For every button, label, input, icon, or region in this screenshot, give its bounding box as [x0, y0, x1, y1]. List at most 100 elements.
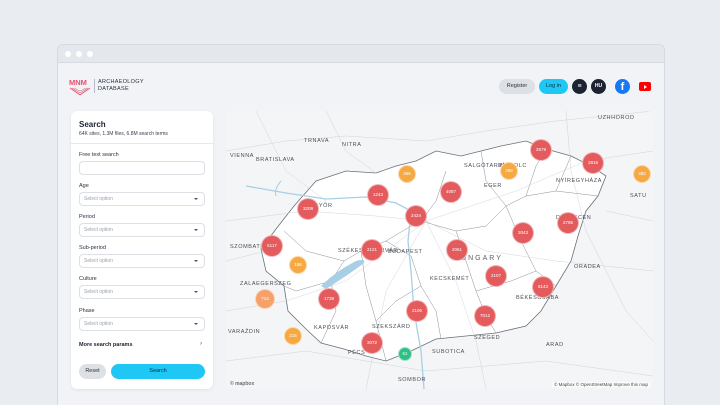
culture-placeholder: Select option	[84, 289, 113, 295]
chevron-down-icon	[194, 291, 198, 293]
language-button[interactable]: HU	[591, 79, 606, 94]
map-place-label: SOMBOR	[398, 377, 427, 383]
map-place-label: SALGÓTARJÁN	[464, 163, 511, 169]
map-place-label: BRATISLAVA	[256, 157, 295, 163]
map-cluster-marker[interactable]: 4087	[440, 181, 462, 203]
map-cluster-marker[interactable]: 714	[255, 289, 275, 309]
map-place-label: SUBOTICA	[432, 349, 465, 355]
map-place-label: VARAŽDIN	[228, 329, 261, 335]
map-cluster-marker[interactable]: 2816	[582, 152, 604, 174]
sub-period-placeholder: Select option	[84, 258, 113, 264]
map-cluster-marker[interactable]: 2107	[485, 265, 507, 287]
map-place-label: BÉKÉSCSABA	[516, 295, 559, 301]
facebook-icon[interactable]: f	[615, 79, 630, 94]
search-title: Search	[79, 120, 106, 129]
sub-period-label: Sub-period	[79, 245, 106, 251]
logo-letters: MNM	[69, 78, 87, 87]
map-place-label: GYŐR	[314, 203, 333, 209]
map-view[interactable]: UZHHOROD VIENNA BRATISLAVA TRNAVA NITRA SALGÓ…	[226, 111, 653, 389]
period-label: Period	[79, 214, 95, 220]
map-cluster-marker[interactable]: 2106	[406, 300, 428, 322]
logo-divider	[94, 79, 95, 93]
map-cluster-marker[interactable]: 5117	[261, 235, 283, 257]
map-cluster-marker[interactable]: 2795	[557, 212, 579, 234]
period-placeholder: Select option	[84, 227, 113, 233]
map-place-label: SZEGED	[474, 335, 501, 341]
age-label: Age	[79, 183, 89, 189]
map-cluster-marker[interactable]: 382	[633, 165, 651, 183]
menu-icon[interactable]: ≡	[572, 79, 587, 94]
logo-line-1: ARCHAEOLOGY	[98, 79, 144, 85]
map-place-label: SZEKSZÁRD	[372, 324, 411, 330]
map-place-label: VIENNA	[230, 153, 255, 159]
age-placeholder: Select option	[84, 196, 113, 202]
map-cluster-marker[interactable]: 216	[284, 327, 302, 345]
culture-select[interactable]: Select option	[79, 285, 205, 299]
map-cluster-marker[interactable]: 2043	[512, 222, 534, 244]
map-place-label: BUDAPEST	[388, 249, 423, 255]
site-header: MNM ARCHAEOLOGY DATABASE Register Log in…	[58, 64, 664, 110]
search-panel: Search 64K sites, 1.3M files, 6.8M searc…	[71, 111, 213, 389]
map-cluster-marker[interactable]: 61	[398, 347, 412, 361]
map-cluster-marker[interactable]: 6143	[532, 276, 554, 298]
browser-titlebar	[58, 45, 664, 63]
map-place-label: EGER	[484, 183, 502, 189]
map-place-label: KAPOSVÁR	[314, 325, 350, 331]
chevron-right-icon[interactable]: ›	[200, 341, 202, 347]
map-base	[226, 111, 653, 389]
map-cluster-marker[interactable]: 7012	[474, 305, 496, 327]
map-cluster-marker[interactable]: 1243	[367, 184, 389, 206]
browser-window: MNM ARCHAEOLOGY DATABASE Register Log in…	[57, 44, 665, 405]
map-place-label: NITRA	[342, 142, 362, 148]
map-place-label: KECSKEMÉT	[430, 276, 470, 282]
period-select[interactable]: Select option	[79, 223, 205, 237]
logo-text: ARCHAEOLOGY DATABASE	[98, 79, 144, 93]
map-cluster-marker[interactable]: 2424	[405, 205, 427, 227]
free-text-label: Free text search	[79, 152, 119, 158]
map-place-label: ZALAEGERSZEG	[240, 281, 292, 287]
window-dot	[65, 51, 71, 57]
map-place-label: UZHHOROD	[598, 115, 635, 121]
map-cluster-marker[interactable]: 456	[398, 165, 416, 183]
youtube-icon[interactable]	[639, 82, 651, 91]
map-place-label: NYÍREGYHÁZA	[556, 178, 603, 184]
chevron-down-icon	[194, 260, 198, 262]
map-place-label: ARAD	[546, 342, 564, 348]
phase-label: Phase	[79, 308, 95, 314]
map-cluster-marker[interactable]: 1738	[318, 288, 340, 310]
map-cluster-marker[interactable]: 3072	[361, 332, 383, 354]
phase-placeholder: Select option	[84, 321, 113, 327]
reset-button[interactable]: Reset	[79, 364, 106, 379]
map-cluster-marker[interactable]: 2579	[530, 139, 552, 161]
window-dot	[76, 51, 82, 57]
map-attribution[interactable]: © Mapbox © OpenStreetMap Improve this ma…	[552, 382, 650, 387]
chevron-down-icon	[194, 198, 198, 200]
map-place-label: SZOMBATHELY	[230, 244, 277, 250]
map-cluster-marker[interactable]: 3209	[297, 198, 319, 220]
search-button[interactable]: Search	[111, 364, 205, 379]
culture-label: Culture	[79, 276, 97, 282]
map-place-label: PÉCS	[348, 350, 366, 356]
map-cluster-marker[interactable]: 2061	[446, 239, 468, 261]
search-subtitle: 64K sites, 1.3M files, 6.8M search terms	[79, 131, 168, 137]
map-cluster-marker[interactable]: 2121	[361, 239, 383, 261]
map-place-label: HUNGARY	[454, 255, 503, 262]
register-button[interactable]: Register	[499, 79, 535, 94]
chevron-down-icon	[194, 229, 198, 231]
map-place-label: TRNAVA	[304, 138, 330, 144]
logo-line-2: DATABASE	[98, 86, 129, 92]
phase-select[interactable]: Select option	[79, 317, 205, 331]
free-text-input[interactable]	[79, 161, 205, 175]
map-cluster-marker[interactable]: 388	[500, 162, 518, 180]
map-place-label: SATU	[630, 193, 647, 199]
mapbox-logo[interactable]: © mapbox	[230, 381, 255, 387]
login-button[interactable]: Log in	[539, 79, 568, 94]
more-search-params-link[interactable]: More search params	[79, 342, 133, 348]
sub-period-select[interactable]: Select option	[79, 254, 205, 268]
map-cluster-marker[interactable]: 156	[289, 256, 307, 274]
mnm-logo-icon[interactable]: MNM	[69, 78, 91, 96]
chevron-down-icon	[194, 323, 198, 325]
age-select[interactable]: Select option	[79, 192, 205, 206]
map-place-label: ORADEA	[574, 264, 601, 270]
window-dot	[87, 51, 93, 57]
